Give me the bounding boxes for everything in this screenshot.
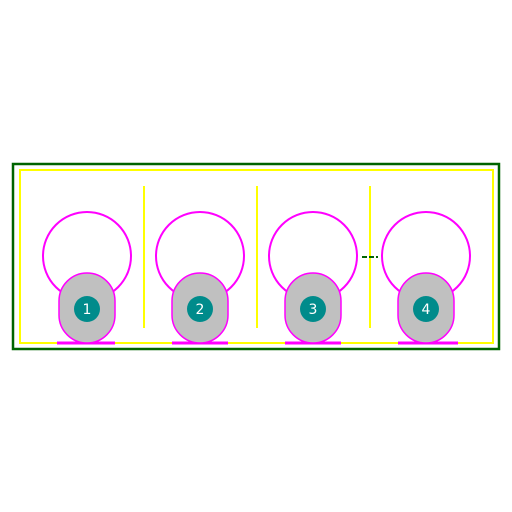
silkscreen-outline: [19, 169, 494, 344]
pad-number-1: 1: [83, 302, 92, 318]
pad-number-badge-4: [413, 296, 439, 322]
pad-number-badge-1: [74, 296, 100, 322]
pad-number-3: 3: [309, 302, 318, 318]
courtyard-outline: [11, 162, 501, 351]
pad-number-badge-3: [300, 296, 326, 322]
pad-number-4: 4: [422, 302, 431, 318]
pad-number-2: 2: [196, 302, 205, 318]
pad-number-badge-2: [187, 296, 213, 322]
